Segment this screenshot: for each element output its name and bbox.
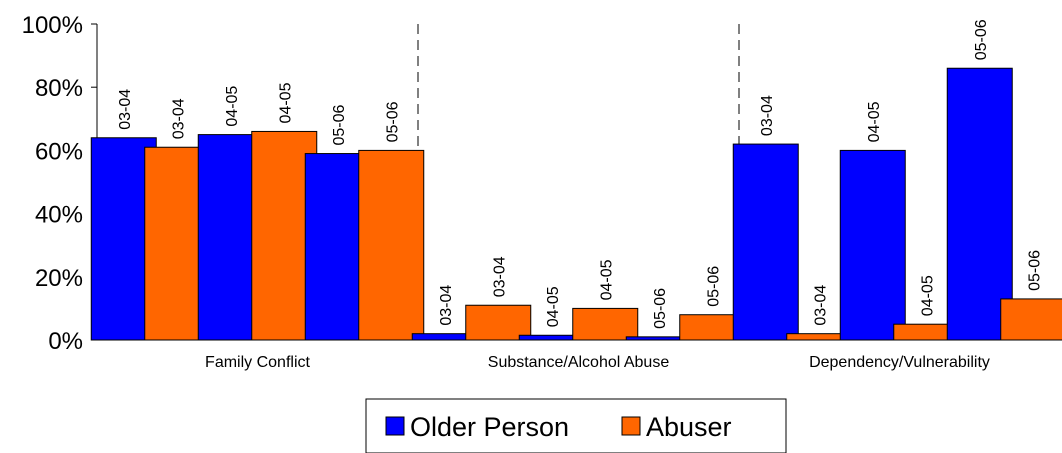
bar-label: 04-05 [277,82,294,123]
bar-label: 05-06 [652,288,669,329]
legend-label: Older Person [410,412,569,442]
bar [572,307,639,341]
bar-label: 04-05 [866,101,883,142]
x-axis: Family Conflict Substance/Alcohol Abuse De… [97,339,1060,371]
y-tick-label: 40% [35,202,83,229]
legend-swatch [621,416,641,436]
y-tick-label: 20% [35,265,83,292]
category-separators [417,24,740,340]
y-tick-label: 80% [35,75,83,102]
y-axis: 0% 20% 40% 60% 80% 100% [22,12,98,355]
bar-label: 04-05 [919,275,936,316]
bar-label: 05-06 [331,105,348,146]
bar-label: 03-04 [170,98,187,139]
bar [839,149,906,341]
category-label: Family Conflict [205,354,310,371]
y-tick-label: 0% [48,328,83,355]
y-tick-label: 60% [35,138,83,165]
legend-swatch [385,416,405,436]
bar-label: 03-04 [812,285,829,326]
bar [946,67,1013,341]
legend: Older Person Abuser [365,398,787,453]
legend-label: Abuser [646,412,732,442]
bar [358,149,425,341]
bar-label: 05-06 [973,19,990,60]
bar-label: 03-04 [117,89,134,130]
y-tick-label: 100% [22,12,83,39]
bar-label: 04-05 [545,286,562,327]
bar-label: 03-04 [491,256,508,297]
bar-label: 05-06 [1026,250,1043,291]
bar-label: 04-05 [224,86,241,127]
bar-label: 03-04 [438,285,455,326]
legend-box [365,398,787,453]
bar-label: 05-06 [705,266,722,307]
bar-labels: 03-04 03-04 04-05 04-05 05-06 05-06 03-04 03-04… [117,19,1044,329]
bar-label: 03-04 [759,95,776,136]
bar [732,143,799,341]
bar-label: 05-06 [384,101,401,142]
bars [90,67,1062,341]
bar-label: 04-05 [598,259,615,300]
category-label: Substance/Alcohol Abuse [488,354,670,371]
bar [465,304,532,341]
bar [1000,298,1062,341]
category-label: Dependency/Vulnerability [809,354,990,371]
